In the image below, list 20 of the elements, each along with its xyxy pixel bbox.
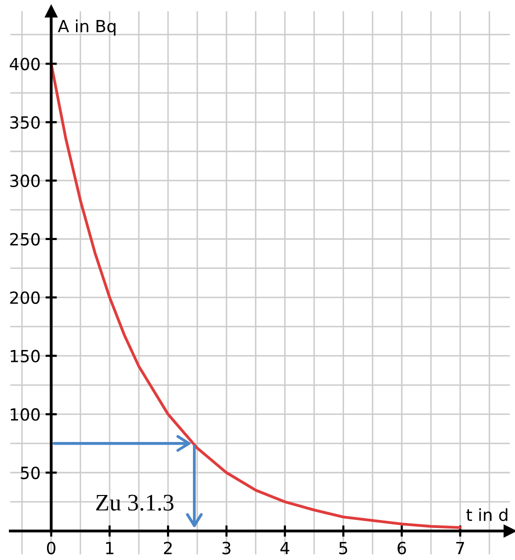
y-tick-label: 50: [20, 466, 40, 480]
y-tick-label: 400: [10, 58, 40, 70]
x-tick-label: 5: [339, 542, 348, 554]
annotation: Zu 3.1.3: [96, 494, 174, 511]
y-tick-label: 100: [10, 408, 40, 421]
x-tick-label: 3: [222, 542, 230, 554]
x-tick-label: 1: [106, 542, 114, 554]
y-axis-title: A in Bq: [58, 20, 116, 36]
y-tick-label: 250: [10, 232, 40, 246]
x-axis-title: t in d: [466, 508, 508, 522]
x-tick-label: 4: [280, 542, 290, 554]
x-tick-label: 0: [46, 542, 56, 554]
x-tick-label: 7: [456, 542, 464, 554]
x-tick-label: 6: [398, 542, 406, 554]
y-tick-label: 350: [10, 116, 40, 129]
x-tick-label: 2: [164, 542, 172, 554]
line-series: [50, 62, 462, 529]
y-tick-label: 300: [10, 174, 40, 188]
y-tick-label: 150: [10, 350, 40, 362]
y-tick-label: 200: [10, 291, 40, 304]
